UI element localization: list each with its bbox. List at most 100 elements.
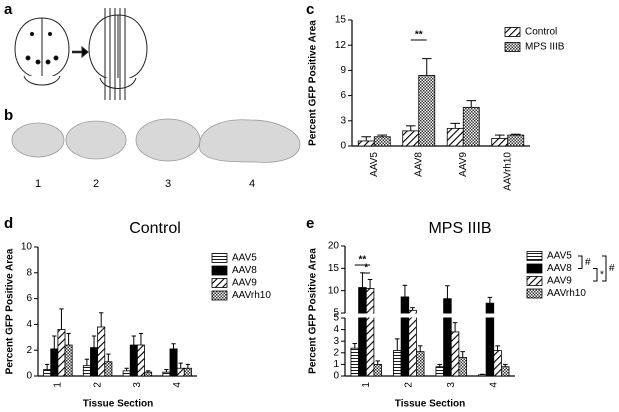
y-tick-label: 4: [26, 319, 32, 330]
bar: [104, 361, 113, 377]
error-bar: [145, 370, 151, 373]
error-bar: [402, 284, 408, 297]
y-tick-label: 10: [21, 242, 33, 253]
legend-label: AAV5: [547, 251, 572, 262]
bar: [507, 134, 525, 147]
y-tick-label: 0: [333, 371, 339, 382]
legend-label: AAV9: [547, 276, 572, 287]
legend-bracket: [602, 255, 607, 282]
bar: [458, 357, 467, 377]
y-tick-label: 6: [26, 293, 32, 304]
error-bar: [405, 125, 416, 131]
significance-label: *: [364, 263, 368, 274]
error-bar: [445, 285, 450, 299]
x-tick-label: 4: [172, 382, 183, 388]
legend-swatch: [504, 42, 521, 52]
bar: [97, 326, 106, 377]
x-tick-label: AAV5: [369, 152, 380, 177]
y-tick-label: 15: [328, 263, 340, 274]
error-bar: [377, 134, 388, 137]
legend-label: AAVrh10: [547, 288, 586, 299]
bar: [64, 344, 73, 377]
error-bar: [352, 343, 358, 349]
bar: [402, 130, 420, 147]
error-bar: [375, 360, 381, 365]
bar: [82, 365, 91, 377]
error-bar: [510, 133, 521, 136]
y-tick-label: 8: [26, 267, 32, 278]
error-bar: [452, 322, 458, 332]
error-bar: [138, 332, 144, 346]
bar: [90, 347, 99, 377]
bar: [443, 298, 452, 377]
y-tick-label: 0: [26, 371, 32, 382]
x-axis-label: Tissue Section: [83, 399, 153, 410]
x-tick-label: AAVrh10: [502, 152, 513, 191]
error-bar: [44, 363, 50, 370]
y-tick-label: 3: [340, 115, 346, 126]
bar: [418, 75, 436, 147]
y-tick-label: 9: [340, 65, 346, 76]
y-tick-label: 15: [335, 15, 347, 26]
x-tick-label: 2: [92, 382, 103, 388]
error-bar: [124, 367, 129, 371]
x-tick-label: 1: [361, 382, 372, 388]
bar: [122, 370, 131, 377]
bar: [136, 344, 145, 377]
legend-swatch: [211, 290, 228, 301]
x-tick-label: AAV9: [458, 152, 469, 177]
x-tick-label: 4: [488, 382, 499, 388]
legend-label: Control: [525, 27, 557, 38]
x-tick-label: 1: [53, 382, 64, 388]
legend-label: AAV9: [232, 278, 257, 289]
chart-title: Control: [129, 220, 181, 237]
bar: [435, 366, 445, 377]
legend-swatch: [526, 251, 543, 261]
legend-label: AAV5: [232, 253, 257, 264]
x-tick-label: 3: [446, 382, 457, 388]
error-bar: [360, 272, 365, 288]
error-bar: [131, 335, 136, 346]
bar: [350, 347, 360, 377]
y-tick-label: 10: [328, 285, 340, 296]
panel-label: c: [306, 1, 314, 18]
error-bar: [466, 100, 477, 108]
error-bar: [59, 308, 64, 330]
legend-label: AAVrh10: [232, 290, 271, 301]
y-tick-label: 5: [333, 308, 339, 319]
error-bar: [479, 373, 485, 375]
error-bar: [495, 345, 500, 351]
legend-swatch: [211, 265, 228, 276]
panel-label: b: [4, 107, 13, 124]
brain-sections: [11, 118, 301, 163]
legend-label: AAV8: [232, 265, 257, 276]
panel-label: d: [4, 215, 13, 232]
y-axis-label: Percent GFP Positive Area: [5, 248, 16, 374]
bar: [462, 106, 480, 147]
x-tick-label: AAV8: [413, 152, 424, 177]
error-bar: [84, 358, 90, 366]
error-bar: [437, 363, 443, 367]
bar: [491, 138, 509, 147]
y-axis-label: Percent GFP Positive Area: [308, 248, 319, 374]
bar: [183, 367, 192, 377]
legend-swatch: [211, 253, 228, 263]
legend-swatch: [211, 278, 228, 288]
y-tick-label: 5: [333, 313, 339, 324]
y-tick-label: 2: [333, 347, 339, 358]
y-tick-label: 2: [26, 345, 32, 356]
bar: [493, 350, 502, 377]
legend-swatch: [526, 276, 543, 286]
error-bar: [450, 122, 461, 129]
bar: [50, 348, 59, 377]
bar: [478, 374, 487, 377]
error-bar: [185, 363, 191, 369]
error-bar: [487, 296, 493, 304]
error-bar: [171, 343, 176, 349]
error-bar: [52, 335, 57, 349]
bar: [408, 309, 417, 377]
bar: [358, 287, 367, 377]
legend-bracket: [578, 255, 583, 269]
legend-swatch: [526, 288, 543, 299]
